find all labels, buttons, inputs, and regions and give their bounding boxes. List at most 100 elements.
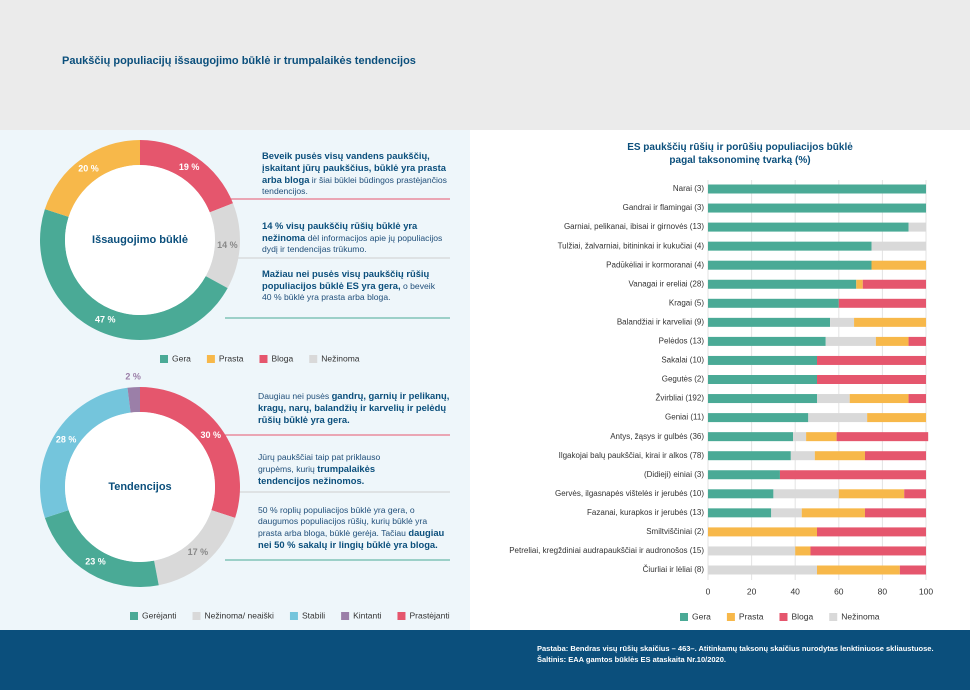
bar-chart-title: ES paukščių rūšių ir porūšių populiacijo… [627,142,853,166]
donut-hole [65,165,215,315]
category-label: Smiltviščiniai (2) [646,527,704,536]
category-label: Gandrai ir flamingai (3) [623,203,705,212]
legend-swatch [341,612,350,620]
legend-label: Gera [172,353,191,363]
category-label: Čiurliai ir lėliai (8) [643,565,705,574]
bar-segment [864,508,926,518]
annotation: Jūrų paukščiai taip pat priklauso grupėm… [258,452,388,487]
donut-center-label: Išsaugojimo būklė [92,234,188,246]
x-tick-label: 80 [878,586,888,596]
legend-label: Bloga [271,353,293,363]
annotation: Mažiau nei pusės visų paukščių rūšių pop… [262,268,442,303]
bar-segment [908,336,926,346]
annotation-text: Mažiau nei pusės visų paukščių rūšių pop… [262,268,430,291]
donut-segment [44,140,140,217]
footer-note: Pastaba: Bendras visų rūšių skaičius – 4… [537,644,934,653]
bar-segment [790,451,815,461]
donut-segment [140,140,233,213]
category-label: Kragai (5) [669,298,704,307]
bar-segment [830,317,855,327]
bar-segment [817,565,900,575]
annotation-text: dėl informacijos apie jų populiacijos dy… [262,233,443,254]
value-label: 20 % [78,164,99,174]
page-title: Paukščių populiacijų išsaugojimo būklė i… [62,55,416,67]
bar-segment [708,355,817,365]
annotation-text: gandrų, garnių ir pelikanų, kragų, narų,… [258,390,450,425]
bar-segment [708,203,926,213]
header-band [0,0,970,130]
legend-swatch [726,613,735,621]
footer-source: Šaltinis: EAA gamtos būklės ES ataskaita… [537,655,726,664]
value-label: 30 % [201,430,222,440]
bar-segment [708,336,826,346]
bar-segment [708,184,926,194]
bar-segment [814,451,865,461]
bar-segment [908,394,926,404]
bar-segment [708,260,872,270]
bar-segment [875,336,909,346]
bar-segment [708,317,831,327]
legend-label: Bloga [791,611,813,621]
legend-swatch [680,613,688,621]
bar-segment [708,508,772,518]
bar-segment [810,546,926,556]
annotation-text: Daugiau nei pusės [258,391,332,401]
legend-swatch [309,355,318,363]
x-tick-label: 40 [790,586,800,596]
bar-segment [899,565,926,575]
legend-swatch [829,613,838,621]
value-label: 2 % [125,372,141,382]
category-label: Tulžiai, žalvarniai, bitininkai ir kukuč… [558,241,705,250]
bar-segment [708,222,909,232]
bar-segment [825,336,876,346]
legend-label: Prasta [739,611,764,621]
annotation: Daugiau nei pusės gandrų, garnių ir peli… [258,390,458,426]
category-label: Žvirbliai (192) [656,394,705,403]
bar-segment [808,413,868,423]
bar-segment [856,279,863,289]
legend-swatch [206,355,215,363]
legend-label: Gerėjanti [142,610,177,620]
value-label: 14 % [217,240,238,250]
legend-label: Nežinoma [321,353,360,363]
bar-segment [708,489,774,499]
category-label: (Didieji) einiai (3) [644,470,704,479]
annotation-text: Beveik pusės visų vandens paukščių, įska… [262,150,446,185]
bar-segment [871,260,926,270]
bar-segment [708,375,817,384]
bar-segment [867,413,926,423]
legend-swatch [289,612,298,620]
category-label: Vanagai ir ereliai (28) [629,279,705,288]
value-label: 19 % [179,162,200,172]
bar-segment [773,489,839,499]
bar-segment [708,394,817,404]
bar-segment [817,527,926,537]
category-label: Pelėdos (13) [659,337,705,346]
legend-swatch [130,612,138,620]
bar-segment [708,527,817,537]
bar-segment [708,279,857,289]
annotation: Beveik pusės visų vandens paukščių, įska… [262,150,452,197]
legend-label: Nežinoma [841,611,880,621]
donut-segment [127,387,140,413]
category-label: Narai (3) [673,184,704,193]
legend-swatch [397,612,406,620]
bar-segment [838,298,926,308]
bar-segment [862,279,926,289]
bar-segment [904,489,926,499]
annotation-text: daugiau nei 50 % sakalų ir lingių būklė … [258,527,445,550]
legend-swatch [259,355,268,363]
annotation-text: 14 % visų paukščių rūšių būklė yra nežin… [262,220,418,243]
bar-segment [871,241,926,251]
category-label: Gervės, ilgasnapės vištelės ir jerubės (… [555,489,704,498]
donut-hole [65,412,215,562]
annotation: 50 % roplių populiacijos būklė yra gera,… [258,505,453,551]
category-label: Sakalai (10) [661,356,704,365]
category-label: Geniai (11) [665,413,704,422]
legend-swatch [779,613,788,621]
donut-segment [40,209,228,340]
legend-swatch [160,355,168,363]
category-label: Gegutės (2) [662,375,705,384]
value-label: 23 % [85,557,106,567]
